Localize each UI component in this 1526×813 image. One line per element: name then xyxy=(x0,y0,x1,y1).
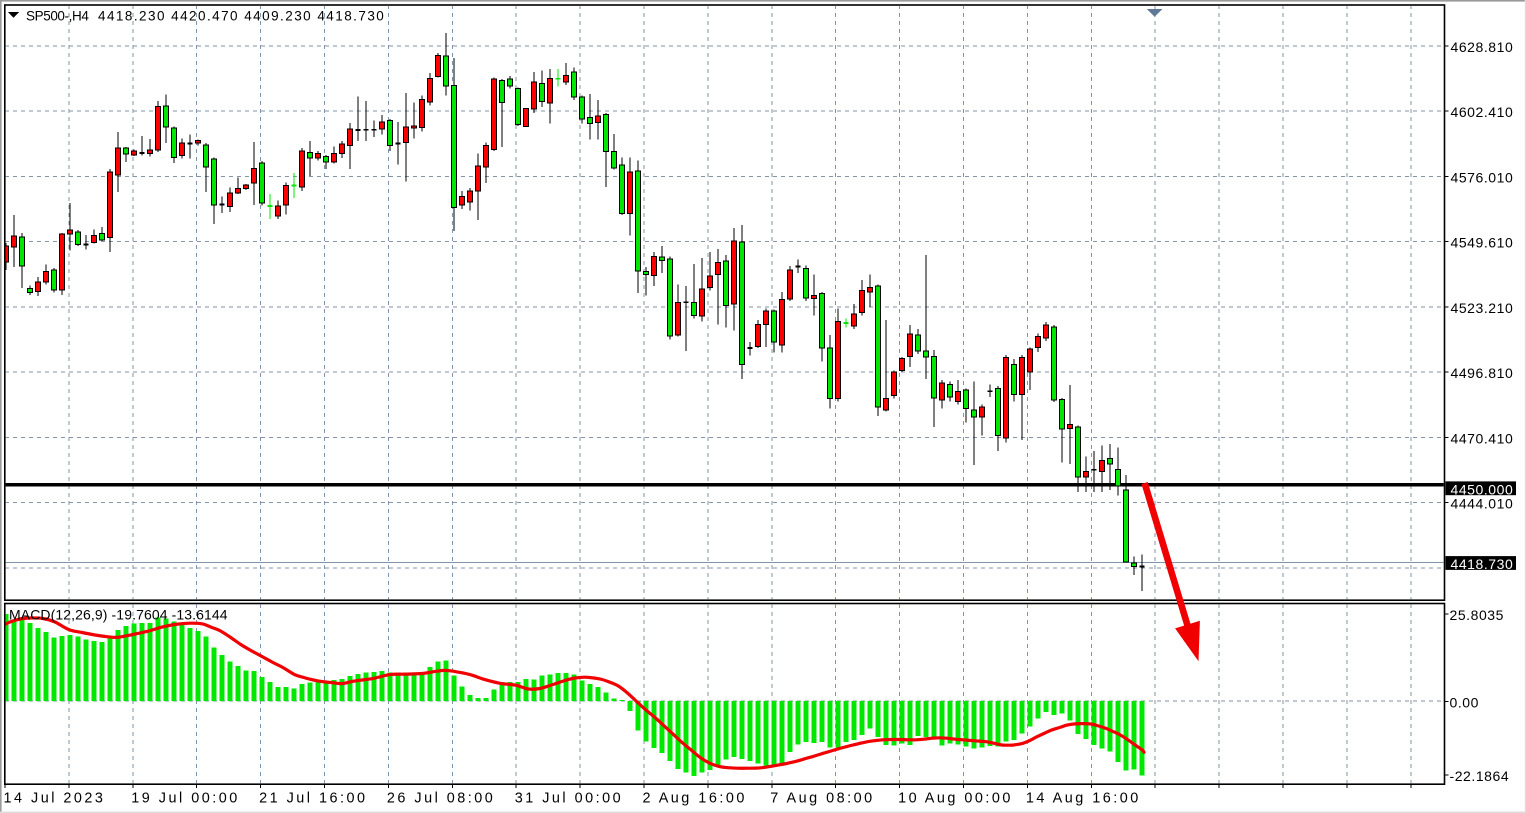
svg-text:14 Jul 2023: 14 Jul 2023 xyxy=(4,790,106,806)
svg-text:31 Jul 00:00: 31 Jul 00:00 xyxy=(515,790,623,806)
svg-text:19 Jul 00:00: 19 Jul 00:00 xyxy=(131,790,239,806)
svg-text:4576.010: 4576.010 xyxy=(1451,169,1514,185)
svg-text:4628.810: 4628.810 xyxy=(1451,39,1514,55)
svg-text:4470.410: 4470.410 xyxy=(1451,430,1514,446)
svg-text:4444.010: 4444.010 xyxy=(1451,496,1514,512)
svg-text:14 Aug 16:00: 14 Aug 16:00 xyxy=(1026,790,1141,806)
svg-text:-22.1864: -22.1864 xyxy=(1450,768,1510,784)
svg-text:4450.000: 4450.000 xyxy=(1451,481,1514,497)
svg-text:4418.730: 4418.730 xyxy=(1451,556,1514,572)
svg-text:4549.610: 4549.610 xyxy=(1451,235,1514,251)
svg-text:SP500-,H4: SP500-,H4 xyxy=(26,9,89,24)
svg-text:4496.810: 4496.810 xyxy=(1451,365,1514,381)
svg-text:25.8035: 25.8035 xyxy=(1450,607,1504,623)
svg-text:7 Aug 08:00: 7 Aug 08:00 xyxy=(770,790,874,806)
svg-text:4602.410: 4602.410 xyxy=(1451,104,1514,120)
svg-text:26 Jul 08:00: 26 Jul 08:00 xyxy=(387,790,495,806)
svg-text:MACD(12,26,9) -19.7604 -13.614: MACD(12,26,9) -19.7604 -13.6144 xyxy=(9,607,228,623)
svg-text:0.00: 0.00 xyxy=(1450,694,1479,710)
svg-text:10 Aug 00:00: 10 Aug 00:00 xyxy=(898,790,1013,806)
svg-text:4523.210: 4523.210 xyxy=(1451,300,1514,316)
svg-text:2 Aug 16:00: 2 Aug 16:00 xyxy=(643,790,747,806)
svg-text:21 Jul 16:00: 21 Jul 16:00 xyxy=(259,790,367,806)
svg-text:4418.230 4420.470 4409.230 441: 4418.230 4420.470 4409.230 4418.730 xyxy=(98,9,385,24)
